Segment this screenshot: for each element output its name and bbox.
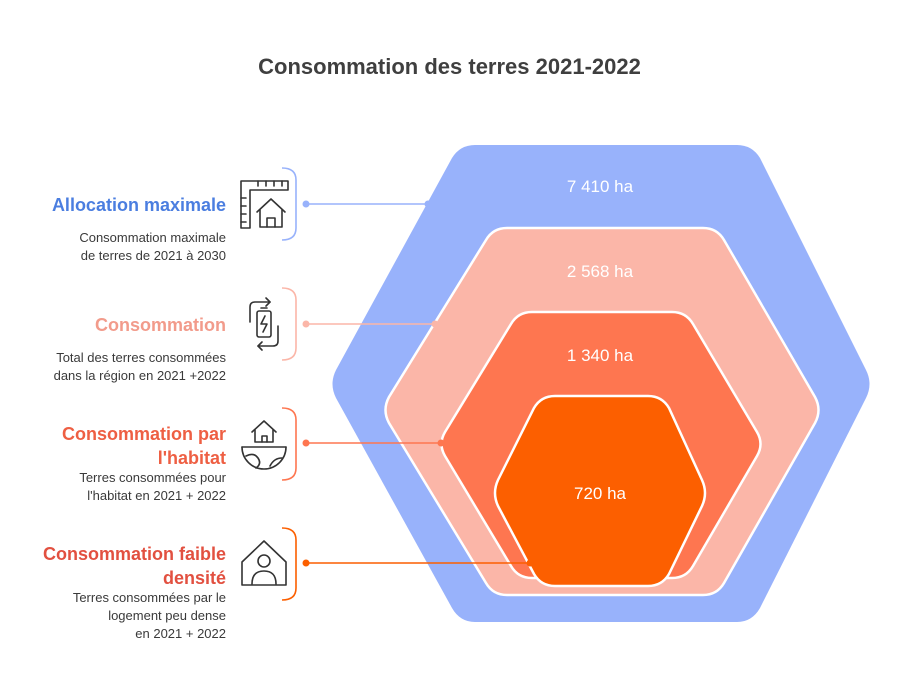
desc-line: logement peu dense [108,608,226,623]
connector-habitat [281,407,441,481]
desc-line: Terres consommées par le [72,590,226,605]
connector-consommation [281,287,435,361]
label-desc-faible-densite: Terres consommées par le logement peu de… [73,589,226,643]
desc-line: l'habitat en 2021 + 2022 [87,488,226,503]
diagram-title: Consommation des terres 2021-2022 [258,54,641,79]
label-desc-habitat: Terres consommées pour l'habitat en 2021… [79,469,226,505]
ruler-house-icon [240,180,289,229]
label-title-allocation: Allocation maximale [51,195,226,215]
value-label-habitat: 1 340 ha [566,346,634,365]
connector-faible-densite [281,527,530,601]
value-label-consommation: 2 568 ha [566,262,634,281]
label-title-consommation: Consommation [94,315,226,335]
label-title-habitat: Consommation par l'habitat [62,422,226,470]
value-label-faible-densite: 720 ha [574,484,626,503]
battery-cycle-icon [249,297,279,351]
hexagon-faible-densite [493,394,707,588]
label-desc-consommation: Total des terres consommées dans la régi… [54,349,226,385]
label-desc-allocation: Consommation maximale de terres de 2021 … [79,229,226,265]
person-house-icon [241,540,287,586]
desc-line: de terres de 2021 à 2030 [80,248,226,263]
title-line: Consommation faible [42,544,226,564]
desc-line: Consommation maximale [79,230,226,245]
desc-line: dans la région en 2021 +2022 [53,368,226,383]
value-label-allocation: 7 410 ha [566,177,634,196]
desc-line: Total des terres consommées [56,350,226,365]
title-line: Consommation par [61,424,226,444]
connector-allocation [281,167,428,241]
title-line: densité [162,568,226,588]
desc-line: Terres consommées pour [79,470,226,485]
label-title-faible-densite: Consommation faible densité [43,542,226,590]
house-globe-icon [241,420,287,470]
title-line: l'habitat [157,448,226,468]
desc-line: en 2021 + 2022 [135,626,226,641]
